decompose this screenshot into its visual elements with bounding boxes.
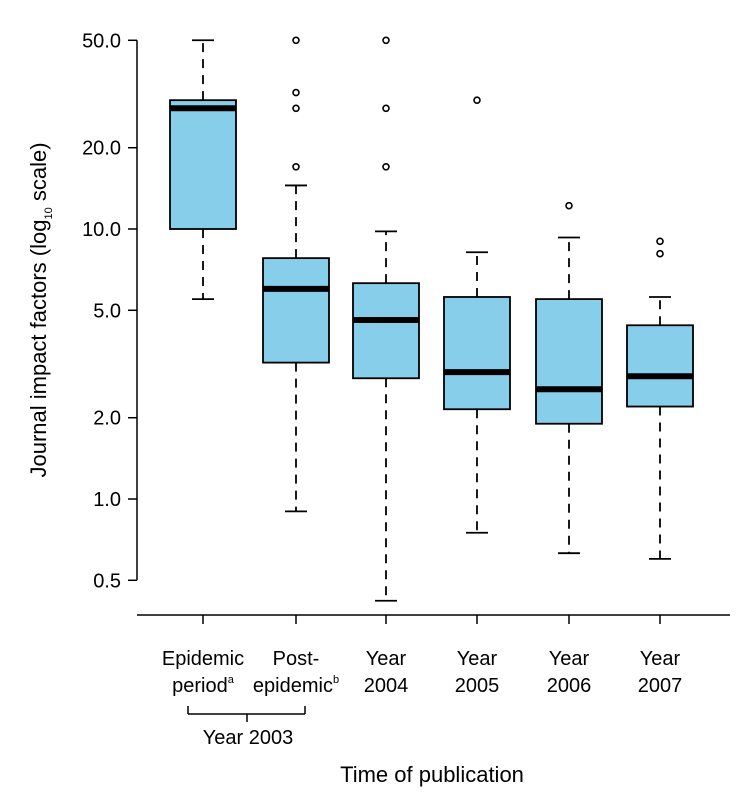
iqr-box xyxy=(352,282,420,380)
outlier-point xyxy=(565,201,573,210)
iqr-box xyxy=(626,324,694,408)
y-tick-label: 1.0 xyxy=(93,489,121,511)
box-group xyxy=(352,36,420,602)
category-label-line1: Year xyxy=(457,648,498,670)
iqr-box xyxy=(262,257,330,364)
outlier-point xyxy=(473,96,481,104)
category-label-line1: Year xyxy=(640,648,681,670)
year-2003-bracket: Year 2003 xyxy=(187,706,306,749)
y-axis-title: Journal impact factors (log10 scale) xyxy=(26,142,55,477)
outlier-point xyxy=(382,104,390,113)
y-tick-label: 50.0 xyxy=(82,30,121,52)
category-label-line2: 2004 xyxy=(364,675,409,697)
outlier-point xyxy=(292,88,300,97)
y-tick-label: 0.5 xyxy=(93,570,121,592)
category-label-line2: 2005 xyxy=(455,675,500,697)
category-label-line1: Year xyxy=(549,648,590,670)
outlier-point xyxy=(656,249,664,258)
category-label-line1: Post- xyxy=(273,648,320,670)
iqr-box xyxy=(443,296,511,411)
x-axis xyxy=(137,614,730,624)
category-label-line2: 2007 xyxy=(638,675,683,697)
y-tick-label: 20.0 xyxy=(82,138,121,160)
outlier-point xyxy=(382,162,390,171)
category-label-line1: Epidemic xyxy=(162,648,244,670)
outlier-point xyxy=(382,36,390,45)
box-group xyxy=(535,201,603,555)
category-labels: Epidemic perioda Post-epidemicb Year 2004 Yea… xyxy=(162,648,682,697)
bracket-label: Year 2003 xyxy=(203,727,293,749)
box-group xyxy=(626,237,694,560)
y-axis: 0.5 1.0 2.0 5.0 10.0 20.0 50.0 xyxy=(82,30,138,592)
y-tick-label: 2.0 xyxy=(93,408,121,430)
category-label-line2: epidemicb xyxy=(253,674,339,697)
outlier-point xyxy=(656,237,664,246)
outlier-point xyxy=(292,104,300,113)
x-axis-title: Time of publication xyxy=(340,762,524,787)
boxes xyxy=(169,36,694,602)
category-label-line2: perioda xyxy=(172,674,235,697)
outlier-point xyxy=(292,36,300,45)
box-group xyxy=(443,96,511,534)
iqr-box xyxy=(169,99,237,230)
box-group xyxy=(169,39,237,301)
iqr-box xyxy=(535,298,603,425)
outlier-point xyxy=(292,162,300,171)
y-tick-label: 10.0 xyxy=(82,219,121,241)
category-label-line2: 2006 xyxy=(547,675,592,697)
y-tick-label: 5.0 xyxy=(93,300,121,322)
box-group xyxy=(262,36,330,513)
category-label-line1: Year xyxy=(366,648,407,670)
